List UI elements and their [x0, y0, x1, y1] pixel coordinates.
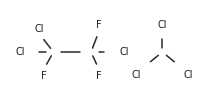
- Text: Cl: Cl: [120, 47, 129, 57]
- Text: F: F: [96, 20, 102, 30]
- Text: Cl: Cl: [132, 70, 141, 80]
- Text: Cl: Cl: [15, 47, 25, 57]
- Text: Cl: Cl: [35, 24, 44, 34]
- Text: F: F: [96, 71, 102, 81]
- Text: F: F: [41, 71, 46, 81]
- Text: Cl: Cl: [183, 70, 193, 80]
- Text: Cl: Cl: [158, 20, 167, 30]
